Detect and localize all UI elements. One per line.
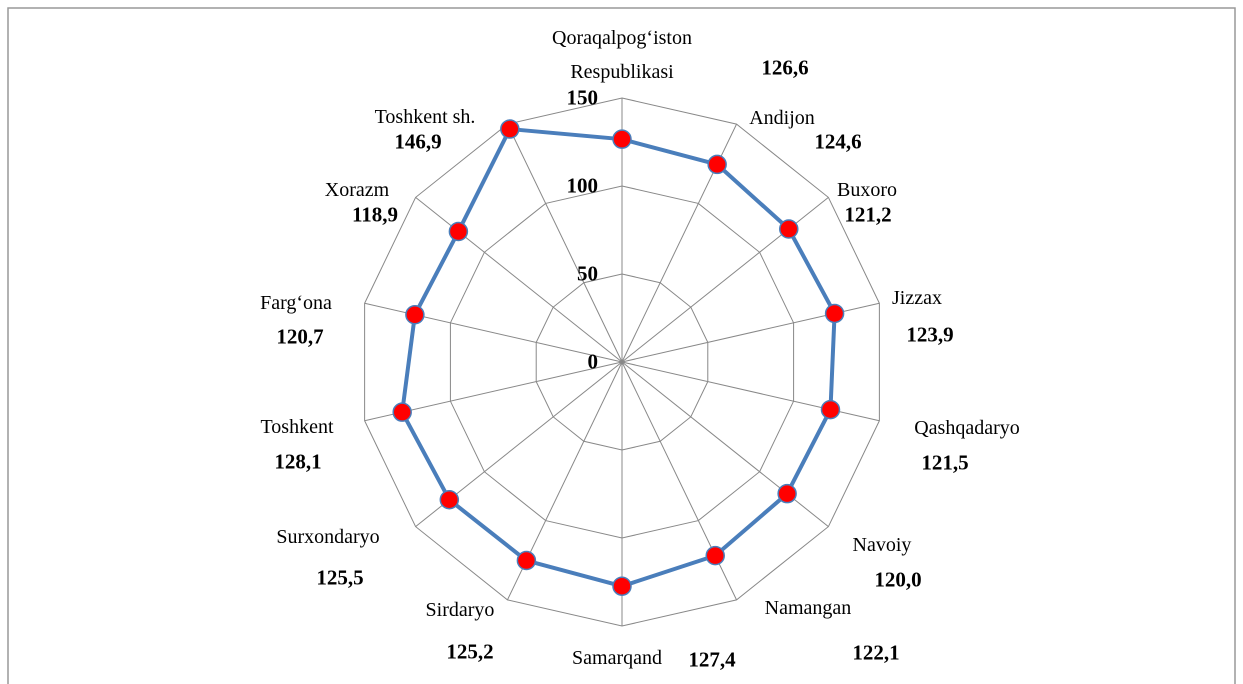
value-label: 118,9 — [351, 202, 399, 227]
marker — [516, 550, 537, 571]
spoke — [364, 302, 623, 363]
spoke — [621, 197, 829, 363]
category-label: Samarqand — [572, 647, 662, 669]
marker — [612, 576, 632, 596]
grid-ring — [535, 273, 709, 451]
value-label: 127,4 — [688, 647, 736, 672]
marker — [705, 545, 725, 566]
value-label: 120,0 — [874, 567, 922, 592]
marker — [392, 402, 412, 422]
spoke — [621, 361, 880, 422]
value-label: 120,7 — [276, 324, 324, 349]
marker — [777, 483, 797, 504]
marker — [448, 221, 469, 242]
value-label: 121,5 — [921, 450, 969, 475]
category-label: Xorazm — [324, 179, 390, 201]
value-label: 122,1 — [852, 640, 900, 665]
value-label: 125,2 — [446, 639, 494, 664]
frame — [7, 7, 1236, 684]
category-label: Farg‘ona — [260, 292, 332, 314]
tick-label: 50 — [577, 261, 598, 286]
value-label: 126,6 — [761, 55, 809, 80]
tick-label: 100 — [566, 173, 599, 198]
tick-label: 0 — [587, 349, 599, 374]
marker — [612, 129, 632, 149]
spoke — [621, 361, 829, 527]
value-label: 123,9 — [906, 322, 954, 347]
category-label: Navoiy — [852, 534, 912, 556]
value-label: 128,1 — [274, 449, 322, 474]
spoke — [507, 123, 623, 363]
grid-ring — [364, 97, 880, 627]
marker — [439, 489, 460, 510]
marker — [405, 304, 425, 325]
category-label: Sirdaryo — [425, 599, 495, 621]
category-label: Andijon — [749, 107, 815, 129]
marker — [707, 154, 727, 175]
tick-label: 150 — [566, 85, 599, 110]
series-line — [400, 127, 837, 589]
value-label: 121,2 — [844, 202, 892, 227]
spoke — [415, 197, 623, 363]
grid-ring — [449, 185, 795, 539]
category-label: Qoraqalpog‘iston Respublikasi — [552, 27, 692, 83]
category-label: Buxoro — [837, 179, 897, 201]
category-label: Surxondaryo — [276, 526, 380, 548]
value-label: 124,6 — [814, 129, 862, 154]
category-label: Toshkent — [260, 416, 334, 438]
category-label: Namangan — [764, 597, 852, 619]
marker — [824, 303, 845, 324]
marker — [779, 219, 799, 239]
category-label: Toshkent sh. — [374, 106, 476, 128]
value-label: 146,9 — [394, 129, 442, 154]
value-label: 125,5 — [316, 565, 364, 590]
category-label: Qashqadaryo — [914, 417, 1020, 439]
marker — [500, 119, 520, 139]
marker — [820, 399, 841, 420]
category-label: Jizzax — [892, 287, 942, 309]
